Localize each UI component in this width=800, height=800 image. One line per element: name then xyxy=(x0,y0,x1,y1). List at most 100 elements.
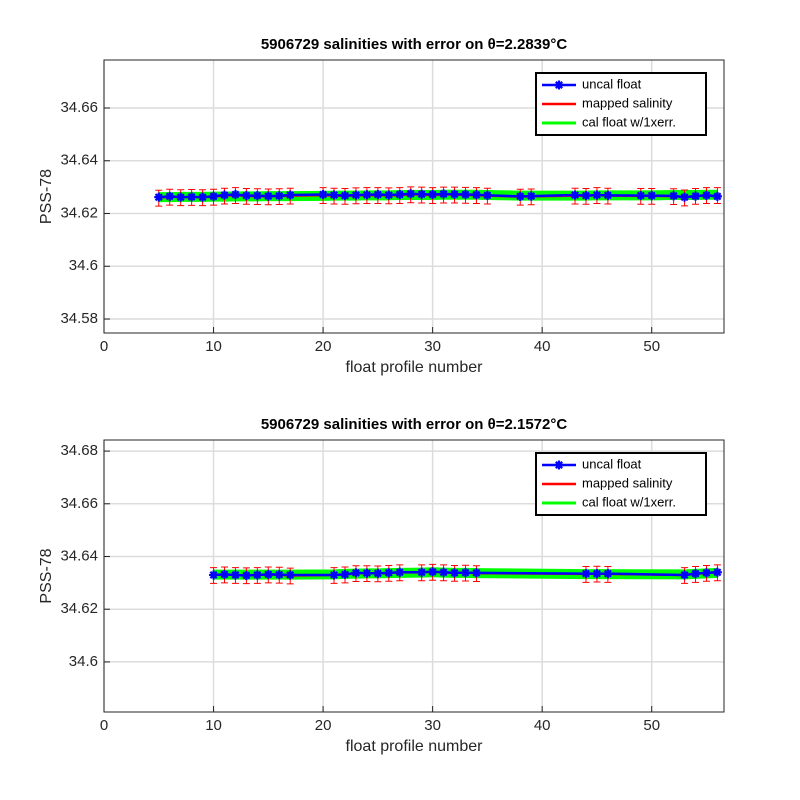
uncal-marker xyxy=(340,569,350,579)
uncal-marker xyxy=(395,567,405,577)
x-tick-label: 40 xyxy=(534,338,551,355)
legend-label: uncal float xyxy=(582,456,642,471)
uncal-marker xyxy=(691,191,701,201)
x-tick-label: 50 xyxy=(643,717,660,734)
y-tick-label: 34.62 xyxy=(60,600,98,617)
uncal-marker xyxy=(318,190,328,200)
legend-label: mapped salinity xyxy=(582,95,673,110)
uncal-marker xyxy=(209,570,219,580)
uncal-marker xyxy=(592,190,602,200)
legend-label: mapped salinity xyxy=(582,475,673,490)
uncal-marker xyxy=(712,567,722,577)
plot-content xyxy=(209,563,722,585)
uncal-marker xyxy=(701,568,711,578)
x-axis-label: float profile number xyxy=(346,738,484,755)
uncal-marker xyxy=(351,568,361,578)
uncal-marker xyxy=(450,568,460,578)
legend-label: cal float w/1xerr. xyxy=(582,114,676,129)
uncal-marker xyxy=(471,190,481,200)
uncal-marker xyxy=(274,570,284,580)
uncal-marker xyxy=(647,191,657,201)
uncal-marker xyxy=(263,569,273,579)
axes-box xyxy=(103,439,725,713)
uncal-marker xyxy=(285,190,295,200)
uncal-marker xyxy=(439,567,449,577)
uncal-marker xyxy=(417,567,427,577)
uncal-marker xyxy=(241,191,251,201)
uncal-marker xyxy=(165,191,175,201)
y-tick-label: 34.66 xyxy=(60,495,98,512)
uncal-marker xyxy=(274,191,284,201)
uncal-marker xyxy=(450,189,460,199)
uncal-marker xyxy=(252,570,262,580)
uncal-marker xyxy=(460,568,470,578)
uncal-marker xyxy=(154,192,164,202)
x-tick-label: 0 xyxy=(100,717,108,734)
uncal-marker xyxy=(198,192,208,202)
plot-content xyxy=(154,186,722,207)
x-tick-label: 20 xyxy=(315,717,332,734)
chart-title: 5906729 salinities with error on θ=2.283… xyxy=(261,36,568,53)
y-tick-label: 34.64 xyxy=(60,152,98,169)
uncal-marker xyxy=(329,190,339,200)
y-tick-label: 34.6 xyxy=(69,257,98,274)
uncal-marker xyxy=(603,569,613,579)
uncal-marker xyxy=(219,190,229,200)
uncal-marker xyxy=(592,569,602,579)
uncal-marker xyxy=(680,570,690,580)
uncal-marker xyxy=(230,190,240,200)
x-tick-label: 40 xyxy=(534,717,551,734)
uncal-marker xyxy=(581,569,591,579)
legend-marker xyxy=(554,460,564,470)
uncal-marker xyxy=(428,567,438,577)
uncal-marker xyxy=(384,568,394,578)
uncal-marker xyxy=(329,570,339,580)
uncal-marker xyxy=(285,570,295,580)
chart-title: 5906729 salinities with error on θ=2.157… xyxy=(261,416,568,433)
x-tick-label: 0 xyxy=(100,338,108,355)
uncal-marker xyxy=(187,192,197,202)
uncal-marker xyxy=(417,189,427,199)
axes-box xyxy=(103,59,725,334)
uncal-marker xyxy=(209,191,219,201)
uncal-marker xyxy=(603,190,613,200)
uncal-marker xyxy=(570,190,580,200)
uncal-marker xyxy=(439,189,449,199)
legend-box xyxy=(535,72,707,136)
x-tick-label: 10 xyxy=(205,717,222,734)
uncal-marker xyxy=(636,191,646,201)
legend-label: uncal float xyxy=(582,76,642,91)
uncal-marker xyxy=(252,191,262,201)
uncal-marker xyxy=(384,190,394,200)
y-tick-label: 34.68 xyxy=(60,442,98,459)
uncal-line xyxy=(213,570,718,577)
y-tick-label: 34.64 xyxy=(60,547,98,564)
y-axis-label: PSS-78 xyxy=(38,169,55,224)
uncal-marker xyxy=(263,191,273,201)
x-tick-label: 50 xyxy=(643,338,660,355)
uncal-marker xyxy=(406,189,416,199)
x-tick-label: 30 xyxy=(424,338,441,355)
y-tick-label: 34.58 xyxy=(60,310,98,327)
uncal-marker xyxy=(471,568,481,578)
legend-label: cal float w/1xerr. xyxy=(582,494,676,509)
uncal-marker xyxy=(515,191,525,201)
uncal-marker xyxy=(230,570,240,580)
uncal-marker xyxy=(691,569,701,579)
uncal-marker xyxy=(680,192,690,202)
y-axis-label: PSS-78 xyxy=(38,548,55,603)
y-tick-label: 34.62 xyxy=(60,204,98,221)
x-tick-label: 10 xyxy=(205,338,222,355)
x-axis-label: float profile number xyxy=(346,359,484,376)
uncal-marker xyxy=(526,191,536,201)
uncal-marker xyxy=(482,190,492,200)
uncal-marker xyxy=(395,190,405,200)
legend-marker xyxy=(554,80,564,90)
uncal-marker xyxy=(241,570,251,580)
uncal-marker xyxy=(351,190,361,200)
uncal-marker xyxy=(176,192,186,202)
uncal-marker xyxy=(373,190,383,200)
uncal-marker xyxy=(581,191,591,201)
uncal-marker xyxy=(340,191,350,201)
